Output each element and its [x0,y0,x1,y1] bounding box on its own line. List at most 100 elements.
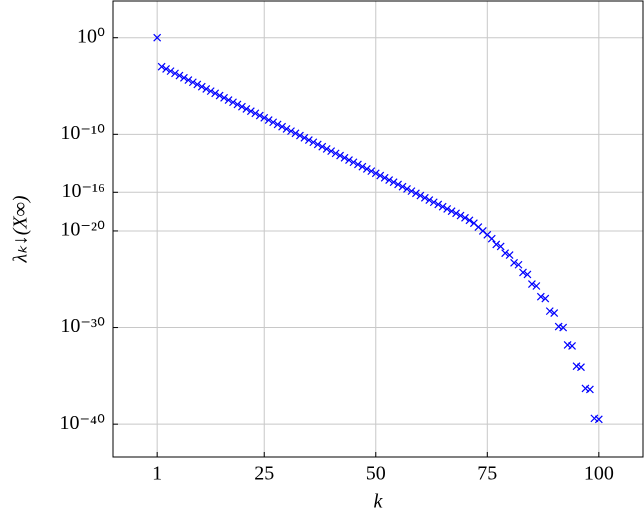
plot-frame [112,0,644,458]
marker [211,89,220,98]
marker [318,142,327,151]
marker [367,167,376,176]
marker [153,33,162,42]
marker [527,280,536,289]
marker [545,307,554,316]
marker [559,323,568,332]
marker [264,116,273,124]
marker [215,91,224,100]
marker [162,64,171,73]
marker [568,341,576,350]
marker [278,122,287,131]
marker [425,196,434,204]
marker [380,173,389,182]
marker [394,180,403,189]
marker [443,204,452,213]
marker [340,153,349,162]
marker [505,251,514,260]
x-axis-label: k [374,491,384,513]
marker [349,158,358,167]
y-tick-label: 10⁻³⁰ [60,315,105,337]
marker [465,216,474,225]
marker [550,309,559,317]
marker [420,193,429,202]
marker [188,78,197,87]
marker [416,191,425,200]
marker [456,211,465,220]
marker [224,96,233,104]
marker [184,76,193,84]
marker [353,160,362,169]
marker [594,415,603,424]
marker [269,118,278,127]
marker [166,67,175,76]
marker [233,100,242,109]
marker [206,87,215,96]
marker [487,234,496,243]
marker [336,151,345,160]
marker [202,84,211,93]
marker [242,104,251,113]
marker [492,240,501,249]
x-tick-label: 1 [152,463,162,485]
marker [291,129,300,138]
marker [523,270,532,279]
marker [452,209,460,218]
x-tick-label: 25 [254,463,274,485]
marker [577,363,585,372]
marker [411,189,420,198]
marker [175,71,184,80]
marker [157,62,166,71]
marker [345,156,353,164]
y-tick-label: 10⁻¹⁰ [60,122,105,144]
marker [287,127,295,136]
marker [514,260,523,269]
y-axis-label: λₖ↓(X∞) [10,195,32,263]
marker [251,109,260,118]
marker [304,136,313,144]
marker [300,133,309,142]
marker [371,169,380,178]
marker [429,198,438,207]
marker [171,69,179,78]
marker [322,144,331,153]
marker [385,176,394,184]
marker [197,82,206,91]
marker [362,164,371,173]
marker [246,107,255,116]
y-tick-label: 10⁰ [77,25,105,47]
marker [447,207,456,216]
y-tick-label: 10⁻¹⁶ [61,180,105,202]
marker [220,93,229,102]
marker [407,187,416,196]
marker [331,149,340,158]
x-tick-label: 50 [366,463,386,485]
marker [403,184,411,193]
marker [532,282,541,290]
marker [255,111,264,120]
marker [536,292,545,301]
x-tick-label: 75 [477,463,497,485]
marker [309,138,318,147]
marker [389,178,398,187]
marker [229,98,237,107]
marker [327,147,336,156]
marker [180,73,188,82]
x-tick-label: 100 [584,463,614,485]
marker [434,200,443,209]
marker [358,162,367,171]
marker [260,113,269,122]
marker [541,294,550,303]
marker [519,268,527,277]
marker [585,385,594,394]
y-tick-label: 10⁻⁴⁰ [59,412,105,434]
marker [296,131,304,140]
marker [496,242,505,251]
marker [273,120,282,129]
marker [238,102,246,111]
marker [376,171,385,180]
marker [461,213,469,222]
marker [398,182,407,191]
marker [438,202,447,211]
